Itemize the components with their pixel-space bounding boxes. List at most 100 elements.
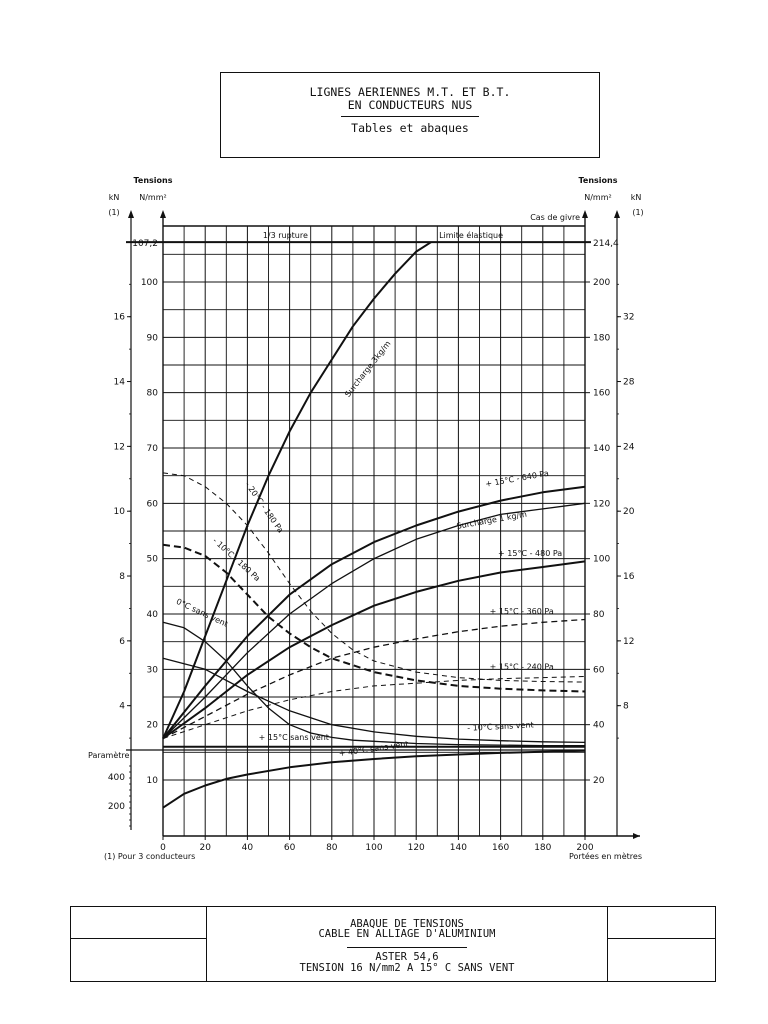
cartouche-line-2: CABLE EN ALLIAGE D'ALUMINIUM (318, 928, 496, 940)
x-tick-label: 160 (492, 843, 509, 853)
left-tick-label: 80 (147, 389, 159, 399)
right-tick-label: 60 (593, 665, 605, 675)
series-line (162, 241, 432, 739)
right-tick-label: 180 (593, 333, 610, 343)
x-tick-label: 60 (284, 843, 296, 853)
parametre-tick-label: 400 (108, 773, 125, 783)
cartouche-center-cell: ABAQUE DE TENSIONS CABLE EN ALLIAGE D'AL… (207, 907, 607, 981)
series-label: + 15°C - 640 Pa (485, 469, 550, 489)
kn-left-tick-label: 6 (119, 637, 125, 647)
x-tick-label: 200 (576, 843, 593, 853)
left-tick-label: 60 (147, 499, 159, 509)
series-label: + 15°C sans vent (259, 733, 329, 742)
series-label: - 20°C - 180 Pa (243, 480, 285, 535)
left-axis-title: Tensions (134, 176, 173, 185)
right-tick-label: 40 (593, 721, 605, 731)
title-divider (341, 116, 479, 117)
x-tick-label: 140 (450, 843, 467, 853)
series-label: 0°C sans vent (175, 597, 230, 629)
left-tick-label: 70 (147, 444, 159, 454)
cartouche-left-cell (71, 907, 207, 981)
kn-right-tick-label: 32 (623, 313, 634, 323)
kn-left-tick-label: 8 (119, 572, 125, 582)
subtitle: Tables et abaques (351, 121, 469, 135)
cartouche-line-4: TENSION 16 N/mm2 A 15° C SANS VENT (299, 962, 515, 974)
left-tick-label: 100 (141, 278, 158, 288)
x-tick-label: 100 (365, 843, 382, 853)
right-axis-top-label: Cas de givre (530, 213, 580, 222)
kn-right-tick-label: 24 (623, 442, 635, 452)
title-line-2: EN CONDUCTEURS NUS (347, 98, 473, 112)
left-tick-label-max: 107,2 (132, 239, 158, 249)
right-tick-label: 120 (593, 499, 610, 509)
kn-left-unit: kN (109, 193, 120, 202)
x-tick-label: 0 (160, 843, 166, 853)
right-axis-arrow (582, 210, 588, 218)
x-tick-label: 80 (326, 843, 338, 853)
series-line (162, 543, 586, 693)
title-block: LIGNES AERIENNES M.T. ET B.T. EN CONDUCT… (220, 72, 600, 158)
series-line (162, 749, 586, 809)
right-tick-label: 20 (593, 776, 605, 786)
series-line (162, 676, 586, 739)
cartouche-right-cell (607, 907, 715, 981)
right-tick-label: 140 (593, 444, 610, 454)
right-axis-unit: N/mm² (584, 193, 611, 202)
left-axis-arrow (160, 210, 166, 218)
ref-label-rupture: 1/3 rupture (263, 231, 308, 240)
ref-label-limite: Limite élastique (439, 230, 503, 240)
kn-right-unit: kN (631, 193, 642, 202)
left-tick-label: 50 (147, 555, 159, 565)
series-label: + 15°C - 480 Pa (498, 549, 562, 558)
cartouche-line-3: ASTER 54,6 (375, 951, 439, 963)
kn-left-tick-label: 14 (114, 378, 126, 388)
series-label: Surcharge 1 kg/m (456, 510, 528, 531)
left-tick-label: 20 (147, 721, 159, 731)
x-tick-label: 180 (534, 843, 551, 853)
cartouche-line-1: ABAQUE DE TENSIONS (350, 918, 464, 930)
left-tick-label: 90 (147, 333, 159, 343)
left-tick-label: 10 (147, 776, 159, 786)
parametre-label: Paramètre (88, 750, 130, 760)
kn-left-axis-arrow (128, 210, 134, 218)
x-axis-label: Portées en mètres (569, 851, 642, 861)
kn-right-axis-arrow (614, 210, 620, 218)
right-axis-title: Tensions (579, 176, 618, 185)
series-line (162, 657, 586, 744)
title-line-1: LIGNES AERIENNES M.T. ET B.T. (309, 85, 511, 99)
series-label: Surcharge 3kg/m (343, 339, 392, 399)
right-tick-label: 160 (593, 389, 610, 399)
x-axis-arrow (633, 833, 640, 839)
kn-left-tick-label: 16 (114, 313, 126, 323)
title-lines: LIGNES AERIENNES M.T. ET B.T. EN CONDUCT… (221, 86, 599, 112)
cartouche-divider (347, 947, 467, 948)
kn-right-tick-label: 8 (623, 702, 629, 712)
left-axis-unit: N/mm² (139, 193, 166, 202)
parametre-tick-label: 200 (108, 802, 125, 812)
kn-right-tick-label: 12 (623, 637, 634, 647)
cartouche: ABAQUE DE TENSIONS CABLE EN ALLIAGE D'AL… (70, 906, 716, 982)
series-label: + 15°C - 240 Pa (490, 662, 554, 671)
kn-right-tick-label: 20 (623, 507, 635, 517)
series-line (162, 502, 586, 739)
kn-left-tick-label: 12 (114, 442, 125, 452)
series-label: - 10°C sans vent (467, 720, 534, 732)
kn-right-note: (1) (632, 208, 643, 217)
x-tick-label: 120 (408, 843, 425, 853)
right-tick-label: 80 (593, 610, 605, 620)
kn-left-tick-label: 10 (114, 507, 126, 517)
series-line (162, 485, 586, 740)
footnote: (1) Pour 3 conducteurs (104, 852, 195, 861)
x-tick-label: 20 (199, 843, 211, 853)
kn-right-tick-label: 16 (623, 572, 635, 582)
kn-right-tick-label: 28 (623, 378, 635, 388)
right-tick-label: 200 (593, 278, 610, 288)
series-line (162, 472, 586, 683)
series-label: - 10°C - 180 Pa (211, 536, 262, 583)
series-label: + 15°C - 360 Pa (490, 607, 554, 616)
left-tick-label: 30 (147, 665, 159, 675)
series-line (162, 621, 585, 747)
series-line (162, 618, 586, 740)
right-tick-label: 100 (593, 555, 610, 565)
